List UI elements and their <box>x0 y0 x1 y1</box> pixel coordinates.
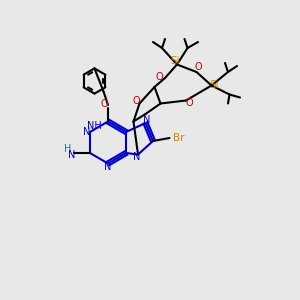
Text: O: O <box>133 95 140 106</box>
Text: Si: Si <box>171 56 180 66</box>
Text: H: H <box>64 144 71 154</box>
Text: NH: NH <box>87 121 102 131</box>
Text: N: N <box>83 127 90 137</box>
Text: N: N <box>143 115 151 125</box>
Text: Br: Br <box>173 133 184 143</box>
Text: O: O <box>194 62 202 73</box>
Text: O: O <box>185 98 193 109</box>
Text: N: N <box>68 150 75 161</box>
Text: N: N <box>133 152 140 163</box>
Text: O: O <box>100 99 108 110</box>
Text: O: O <box>156 71 164 82</box>
Text: N: N <box>104 161 112 172</box>
Text: Si: Si <box>210 80 219 91</box>
